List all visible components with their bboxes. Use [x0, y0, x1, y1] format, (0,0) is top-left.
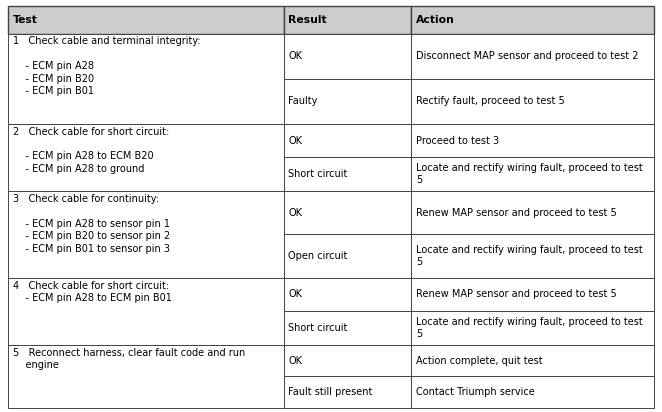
Bar [284, 157, 411, 191]
Bar [8, 6, 284, 33]
Bar [411, 278, 654, 311]
Bar [411, 6, 654, 33]
Text: Fault still present: Fault still present [289, 387, 373, 397]
Bar [411, 79, 654, 124]
Text: Action: Action [416, 15, 455, 25]
Text: 5   Reconnect harness, clear fault code and run
    engine: 5 Reconnect harness, clear fault code an… [13, 348, 245, 370]
Text: Renew MAP sensor and proceed to test 5: Renew MAP sensor and proceed to test 5 [416, 290, 616, 300]
Text: OK: OK [289, 356, 303, 366]
Bar [8, 191, 284, 278]
Text: Rectify fault, proceed to test 5: Rectify fault, proceed to test 5 [416, 96, 565, 106]
Text: 2   Check cable for short circuit:

    - ECM pin A28 to ECM B20
    - ECM pin A: 2 Check cable for short circuit: - ECM p… [13, 126, 169, 174]
Bar [411, 234, 654, 278]
Text: Contact Triumph service: Contact Triumph service [416, 387, 534, 397]
Bar [411, 191, 654, 234]
Bar [8, 345, 284, 408]
Text: Locate and rectify wiring fault, proceed to test
5: Locate and rectify wiring fault, proceed… [416, 245, 643, 267]
Text: Short circuit: Short circuit [289, 323, 348, 333]
Bar [8, 33, 284, 124]
Bar [284, 124, 411, 157]
Bar [411, 311, 654, 345]
Text: Short circuit: Short circuit [289, 169, 348, 179]
Bar [411, 124, 654, 157]
Bar [284, 311, 411, 345]
Text: Renew MAP sensor and proceed to test 5: Renew MAP sensor and proceed to test 5 [416, 208, 616, 218]
Text: Test: Test [13, 15, 38, 25]
Bar [8, 124, 284, 191]
Text: OK: OK [289, 136, 303, 145]
Bar [284, 6, 411, 33]
Text: 4   Check cable for short circuit:
    - ECM pin A28 to ECM pin B01: 4 Check cable for short circuit: - ECM p… [13, 281, 171, 303]
Bar [8, 278, 284, 345]
Text: Proceed to test 3: Proceed to test 3 [416, 136, 499, 145]
Text: Faulty: Faulty [289, 96, 318, 106]
Bar [284, 345, 411, 377]
Text: Result: Result [289, 15, 327, 25]
Text: 3   Check cable for continuity:

    - ECM pin A28 to sensor pin 1
    - ECM pin: 3 Check cable for continuity: - ECM pin … [13, 194, 170, 253]
Text: 1   Check cable and terminal integrity:

    - ECM pin A28
    - ECM pin B20
   : 1 Check cable and terminal integrity: - … [13, 36, 200, 96]
Bar [284, 377, 411, 408]
Bar [411, 33, 654, 79]
Text: Action complete, quit test: Action complete, quit test [416, 356, 542, 366]
Bar [284, 234, 411, 278]
Bar [411, 345, 654, 377]
Bar [284, 191, 411, 234]
Bar [284, 33, 411, 79]
Text: Locate and rectify wiring fault, proceed to test
5: Locate and rectify wiring fault, proceed… [416, 164, 643, 185]
Text: Locate and rectify wiring fault, proceed to test
5: Locate and rectify wiring fault, proceed… [416, 317, 643, 339]
Text: OK: OK [289, 290, 303, 300]
Text: OK: OK [289, 208, 303, 218]
Text: OK: OK [289, 51, 303, 61]
Bar [284, 278, 411, 311]
Bar [411, 157, 654, 191]
Text: Open circuit: Open circuit [289, 251, 348, 261]
Text: Disconnect MAP sensor and proceed to test 2: Disconnect MAP sensor and proceed to tes… [416, 51, 638, 61]
Bar [284, 79, 411, 124]
Bar [411, 377, 654, 408]
